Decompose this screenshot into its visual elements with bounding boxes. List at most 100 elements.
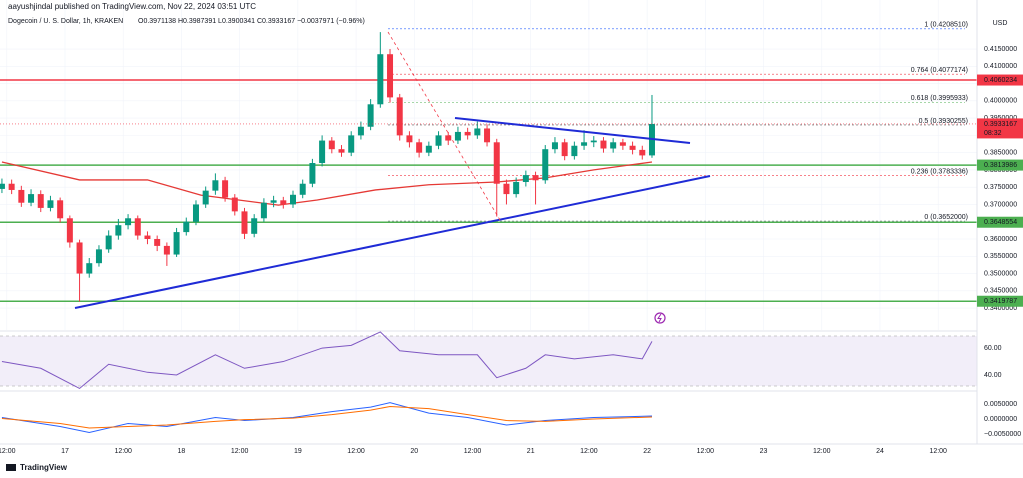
candle-body (251, 218, 258, 234)
x-tick-label: 19 (294, 448, 302, 455)
level-label: 0.3419787 (984, 298, 1017, 305)
x-tick-label: 17 (61, 448, 69, 455)
logo (6, 464, 16, 471)
candle-body (134, 218, 141, 236)
candle-body (95, 249, 102, 264)
last-price-label: 0.3933167 (984, 121, 1017, 128)
candle-body (222, 180, 229, 198)
macd-tick-label: 0.0050000 (984, 401, 1017, 408)
rsi-tick-label: 40.00 (984, 372, 1002, 379)
x-tick-label: 21 (527, 448, 535, 455)
level-label: 0.3813986 (984, 162, 1017, 169)
candle-body (513, 182, 520, 195)
candle-body (571, 145, 578, 157)
candle-body (8, 183, 15, 190)
candle-body (387, 54, 394, 98)
y-tick-label: 0.3550000 (984, 253, 1017, 260)
indicator-panes (0, 330, 1023, 445)
candle-body (454, 131, 461, 141)
candle-body (280, 200, 287, 205)
candle-body (484, 128, 491, 143)
x-tick-label: 12:00 (464, 448, 482, 455)
candle-body (619, 142, 626, 146)
candle-body (57, 200, 64, 219)
candle-body (425, 145, 432, 153)
x-tick-label: 18 (178, 448, 186, 455)
candle-body (154, 238, 161, 246)
y-tick-label: 0.3400000 (984, 305, 1017, 312)
x-tick-label: 23 (760, 448, 768, 455)
candle-body (639, 149, 646, 156)
footer-brand: TradingView (20, 463, 68, 472)
candle-body (581, 142, 588, 146)
candle-body (309, 163, 316, 184)
candle-body (464, 131, 471, 136)
candle-body (503, 183, 510, 195)
candle-body (115, 225, 122, 236)
candle-body (377, 54, 384, 105)
macd-tick-label: −0.0050000 (984, 431, 1021, 438)
event-icon[interactable] (654, 312, 666, 324)
y-tick-label: 0.3450000 (984, 288, 1017, 295)
countdown: 08:32 (984, 130, 1002, 137)
candle-body (28, 194, 35, 203)
rsi-line (1, 331, 653, 390)
y-tick-label: 0.4000000 (984, 98, 1017, 105)
y-tick-label: 0.4150000 (984, 46, 1017, 53)
fib-trend (387, 31, 501, 221)
macd-line (1, 406, 652, 429)
x-tick-label: 12:00 (580, 448, 598, 455)
x-tick-label: 12:00 (231, 448, 249, 455)
fib-label: 0 (0.3652000) (924, 214, 968, 221)
candle-body (551, 142, 558, 150)
candle-body (328, 140, 335, 150)
candle-body (144, 235, 151, 239)
candle-body (86, 263, 93, 274)
fib-label: 0.618 (0.3995933) (911, 95, 968, 102)
x-tick-label: 12:00 (347, 448, 365, 455)
candle-body (416, 142, 423, 153)
candle-body (18, 189, 25, 203)
candle-body (270, 200, 277, 203)
candle-body (183, 221, 190, 233)
x-tick-label: 12:00 (697, 448, 715, 455)
candle-body (173, 232, 180, 255)
macd-tick-label: 0.0000000 (984, 416, 1017, 423)
fib-label: 0.236 (0.3783336) (911, 169, 968, 176)
candle-body (532, 175, 539, 181)
x-tick-label: 12:00 (813, 448, 831, 455)
last-price-box (977, 118, 1023, 139)
candle-body (435, 135, 442, 146)
candle-body (357, 126, 364, 136)
candle-body (406, 135, 413, 143)
candle-body (610, 142, 617, 149)
event-icon-bolt (657, 313, 662, 323)
y-tick-label: 0.3850000 (984, 149, 1017, 156)
publisher: aayushjindal published on TradingView.co… (8, 2, 256, 11)
level-label: 0.3648554 (984, 219, 1017, 226)
fib-label: 0.5 (0.3930255) (919, 118, 968, 125)
candle-body (202, 190, 209, 205)
candle-body (192, 204, 199, 222)
level-label: 0.4060234 (984, 77, 1017, 84)
y-tick-label: 0.3750000 (984, 184, 1017, 191)
candle-body (396, 97, 403, 136)
candle-body (445, 135, 452, 141)
trend-line (454, 117, 691, 144)
symbol: Dogecoin / U. S. Dollar, 1h, KRAKEN (8, 18, 123, 25)
y-tick-label: 0.3700000 (984, 201, 1017, 208)
candle-body (76, 242, 83, 274)
y-tick-label: 0.3500000 (984, 270, 1017, 277)
candle-body (37, 194, 44, 208)
drawings (74, 31, 711, 309)
x-tick-label: 12:00 (114, 448, 132, 455)
level-box (977, 295, 1023, 307)
candle-body (561, 142, 568, 157)
candle-body (241, 211, 248, 234)
x-tick-label: 24 (876, 448, 884, 455)
candle-body (299, 183, 306, 195)
moving-average (1, 161, 653, 206)
quote: O0.3971138 H0.3987391 L0.3900341 C0.3933… (138, 18, 365, 25)
candle-body (474, 128, 481, 136)
